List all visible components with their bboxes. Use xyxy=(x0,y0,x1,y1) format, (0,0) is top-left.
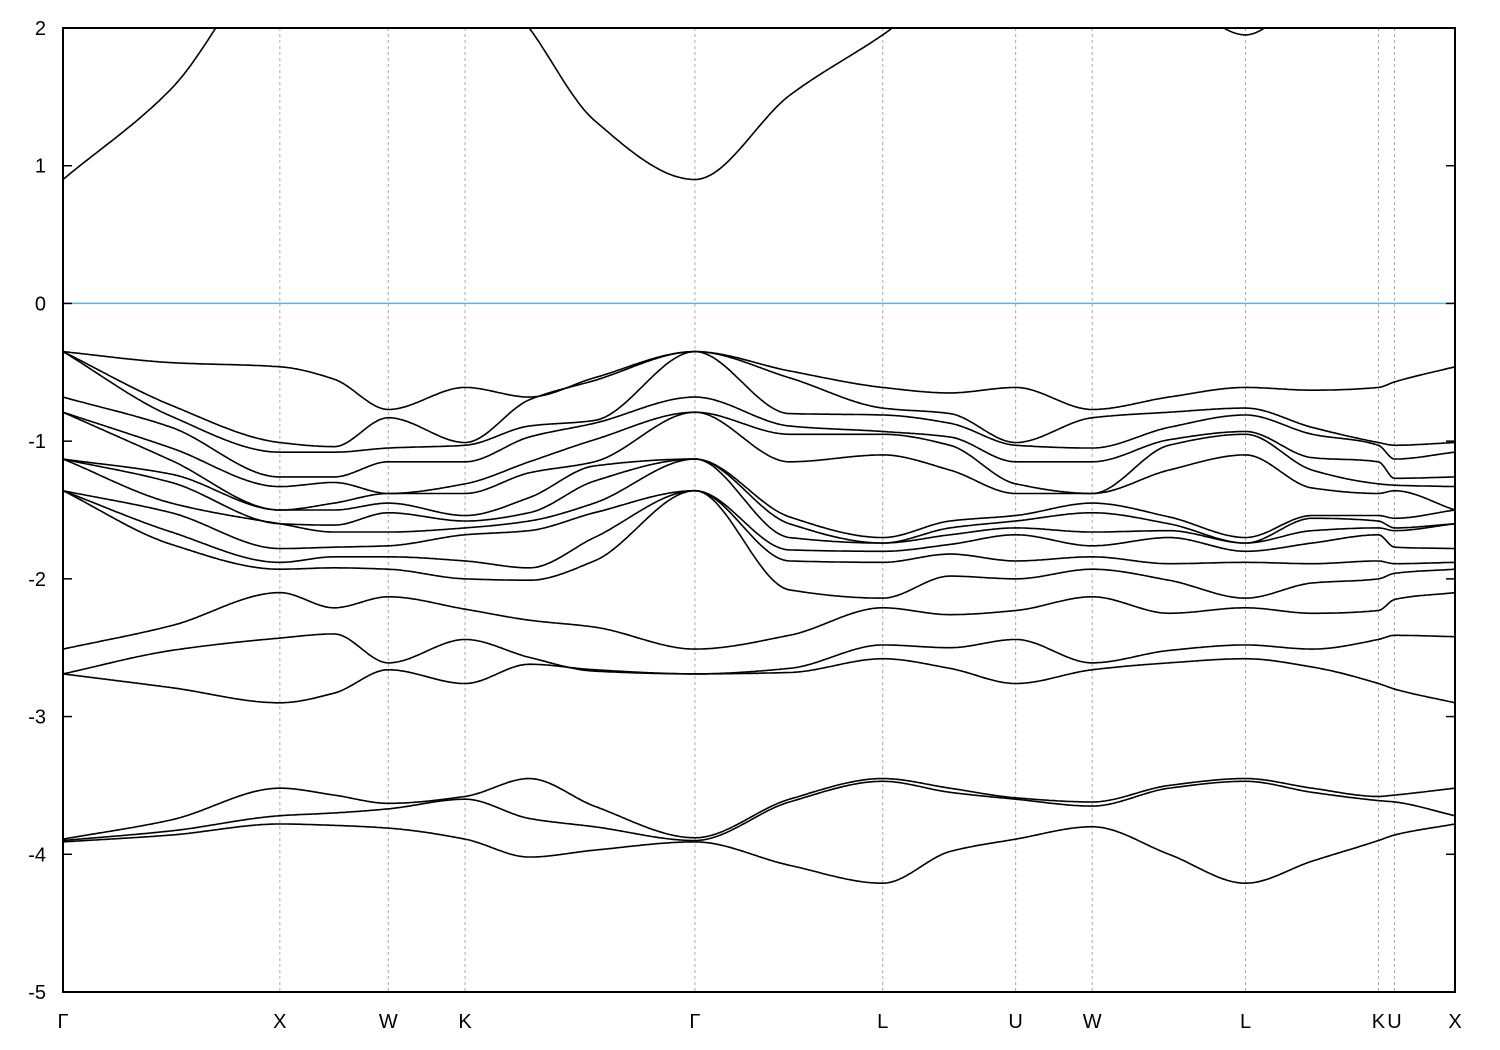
y-tick-label: -2 xyxy=(28,569,46,591)
x-tick-label: W xyxy=(379,1011,398,1033)
band-line-0 xyxy=(63,28,1266,181)
x-tick-label: U xyxy=(1008,1011,1022,1033)
y-tick-label: 1 xyxy=(35,156,46,178)
band-line-4 xyxy=(63,396,1455,480)
band-line-16 xyxy=(63,777,1455,840)
x-tick-label: K xyxy=(1372,1011,1386,1033)
x-tick-label: X xyxy=(1448,1011,1461,1033)
band-line-12 xyxy=(63,489,1455,599)
band-line-6 xyxy=(63,411,1455,511)
x-tick-label: Γ xyxy=(57,1011,68,1033)
y-tick-label: -5 xyxy=(28,982,46,1004)
y-tick-label: 0 xyxy=(35,293,46,315)
bands xyxy=(63,28,1455,884)
x-tick-label: Γ xyxy=(689,1011,700,1033)
x-tick-label: X xyxy=(273,1011,286,1033)
band-line-7 xyxy=(63,458,1455,539)
high-symmetry-gridlines xyxy=(279,28,1395,992)
y-tick-label: -1 xyxy=(28,431,46,453)
band-line-17 xyxy=(63,780,1455,842)
y-tick-label: 2 xyxy=(35,18,46,40)
x-tick-label: L xyxy=(877,1011,888,1033)
band-line-8 xyxy=(63,458,1455,544)
band-line-10 xyxy=(63,489,1455,553)
band-line-9 xyxy=(63,458,1455,544)
band-line-1 xyxy=(63,350,1455,411)
band-line-3 xyxy=(63,350,1455,460)
y-tick-label: -3 xyxy=(28,707,46,729)
plot-frame xyxy=(62,27,1456,993)
y-axis: -5 -4 -3 -2 -1 0 1 2 xyxy=(28,18,1455,1004)
x-tick-label: L xyxy=(1240,1011,1251,1033)
band-line-13 xyxy=(63,591,1455,650)
x-tick-label: K xyxy=(458,1011,472,1033)
band-line-18 xyxy=(63,823,1455,884)
y-tick-label: -4 xyxy=(28,844,46,866)
band-line-15 xyxy=(63,657,1455,704)
band-line-14 xyxy=(63,633,1455,675)
x-tick-label: W xyxy=(1083,1011,1102,1033)
band-line-11 xyxy=(63,489,1455,569)
x-tick-label: U xyxy=(1387,1011,1401,1033)
band-line-2 xyxy=(63,350,1455,448)
band-line-5 xyxy=(63,411,1455,495)
